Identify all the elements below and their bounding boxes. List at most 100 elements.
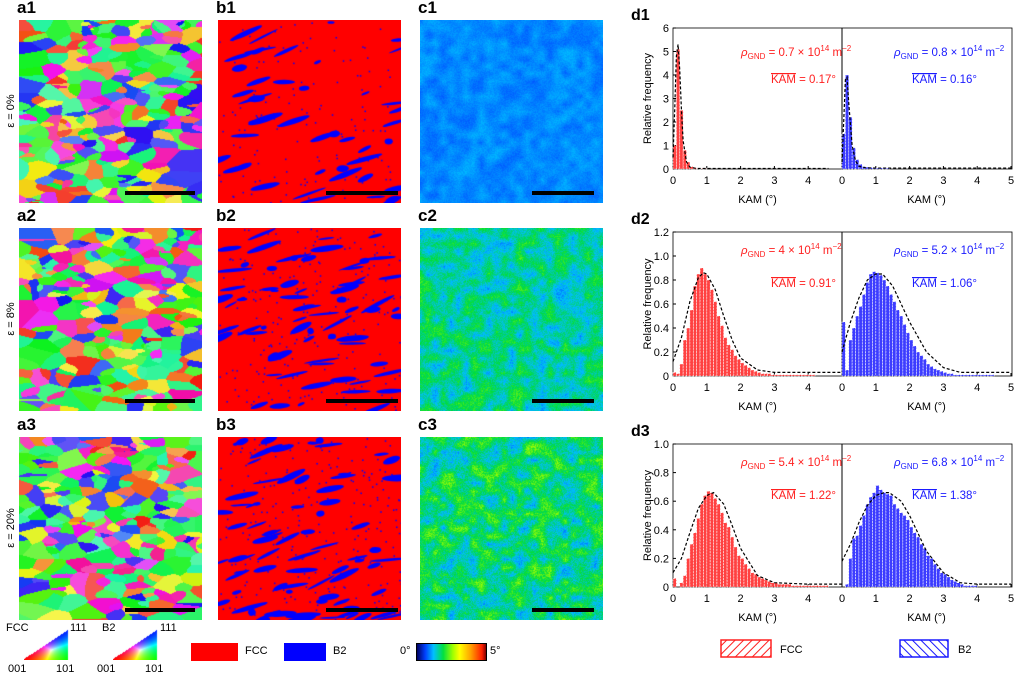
x-tick-label: 4 [805,175,811,187]
unit-exponent: −2 [842,44,852,53]
ipf-map-a1 [19,20,202,203]
rho-symbol: ρ [740,245,748,257]
y-tick-label: 5 [663,47,669,59]
x-tick-label: 0 [670,593,676,605]
ipf-fcc-111: 111 [70,622,87,634]
panel-label-c3: c3 [418,415,437,434]
histogram-bar-fcc [682,575,687,588]
rho-gnd-annotation: ρGND = 4 × 1014 m−2 [740,242,842,259]
fit-curve-b2 [841,75,1011,169]
x-axis-label: KAM (°) [907,612,946,624]
times-ten: × 10 [947,245,973,257]
histogram-bar-b2 [936,568,941,588]
scale-bar [532,191,594,195]
rho-subscript: GND [748,250,766,259]
histogram-bar-fcc [804,374,809,377]
rho-value: = 0.8 [918,47,947,59]
rho-value: = 5.2 [918,245,947,257]
histogram-bar-b2 [848,558,853,588]
histogram-bar-fcc [824,585,829,588]
fcc-legend-label: FCC [245,645,268,657]
x-tick-label: 0 [839,593,845,605]
unit-exponent: −2 [832,242,842,251]
rho-subscript: GND [901,250,919,259]
histogram-bar-fcc [676,373,681,377]
histogram-bar-fcc [689,543,694,588]
y-tick-label: 0.8 [654,275,669,287]
histogram-bar-fcc [801,585,806,588]
histogram-bar-b2 [882,279,887,377]
y-tick-label: 0.8 [654,468,669,480]
ipf-map-a3 [19,437,202,620]
colorbar-max: 5° [490,645,501,657]
rho-gnd-annotation: ρGND = 5.2 × 1014 m−2 [893,242,1005,259]
histogram-bar-fcc [692,532,697,588]
y-tick-label: 0.6 [654,496,669,508]
x-tick-label: 0 [670,175,676,187]
kam-colorbar [416,643,487,661]
histogram-bar-fcc [706,279,711,377]
x-tick-label: 3 [771,382,777,394]
x-axis-label: KAM (°) [738,401,777,413]
histogram-bar-fcc [794,585,799,588]
mean-kam-annotation: KAM = 1.06° [912,278,977,290]
panel-label-b1: b1 [216,0,236,17]
histogram-bar-fcc [709,289,714,377]
exponent: 14 [973,44,982,53]
histogram-bar-b2 [953,374,958,377]
histogram-bar-fcc [763,579,768,588]
histogram-bar-fcc [730,536,735,588]
histogram-bar-b2 [882,492,887,588]
histogram-bar-b2 [892,301,897,377]
histogram-bar-fcc [787,374,792,377]
mean-kam-annotation: KAM = 0.17° [771,74,836,86]
histogram-bar-fcc [777,583,782,588]
x-tick-label: 2 [738,593,744,605]
panel-label-b3: b3 [216,415,236,434]
histogram-bar-b2 [892,503,897,588]
histogram-bar-b2 [966,585,971,588]
histogram-bar-fcc [713,301,718,377]
kam-map-c2 [420,228,603,411]
histogram-bar-b2 [922,358,927,377]
histogram-bar-b2 [956,582,961,588]
histogram-bar-b2 [963,585,968,588]
unit: m [820,245,833,257]
exponent: 14 [820,454,829,463]
y-tick-label: 3 [663,94,669,106]
ipf-map-a2 [19,228,202,411]
unit: m [982,245,995,257]
histogram-bar-b2 [851,538,856,588]
x-tick-label: 4 [974,175,980,187]
rho-symbol: ρ [740,457,748,469]
histogram-bar-fcc [770,374,775,377]
histogram-bar-fcc [767,373,772,377]
histogram-bar-b2 [878,489,883,588]
histogram-bar-fcc [807,585,812,588]
panel-label-d1: d1 [631,7,650,24]
mean-kam-annotation: KAM = 0.16° [912,74,977,86]
x-tick-label: 3 [940,382,946,394]
times-ten: × 10 [947,457,973,469]
y-tick-label: 0 [663,164,669,176]
kam-word: KAM [912,74,937,86]
scale-bar [125,608,195,612]
histogram-bar-fcc [811,585,816,588]
histogram-bar-b2 [845,74,850,170]
histogram-bar-fcc [692,285,697,377]
ipf-b2-111: 111 [160,622,177,634]
rho-subscript: GND [748,52,766,61]
histogram-bar-fcc [709,492,714,588]
histogram-bar-fcc [821,585,826,588]
histogram-bar-b2 [966,374,971,377]
fit-curve-fcc [672,272,842,373]
histogram-bar-fcc [736,555,741,588]
panel-label-a1: a1 [17,0,36,17]
ipf-b2-triangle [113,624,159,660]
b2-hatch-swatch [899,639,949,658]
unit: m [829,457,842,469]
histogram-bar-fcc [757,372,762,377]
histogram-bar-b2 [987,374,992,377]
histogram-bar-b2 [902,515,907,588]
histogram-bar-b2 [855,159,860,170]
